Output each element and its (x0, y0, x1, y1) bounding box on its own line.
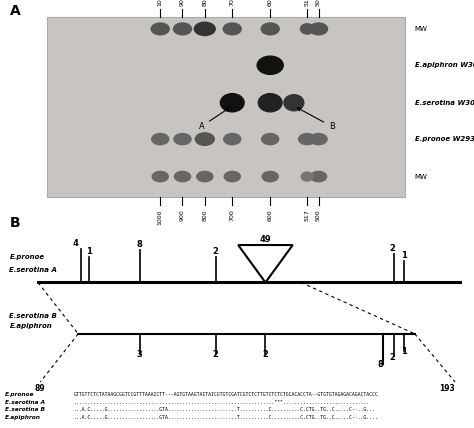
Text: A: A (9, 4, 20, 18)
Ellipse shape (174, 171, 191, 182)
Ellipse shape (310, 171, 327, 182)
Ellipse shape (301, 24, 314, 34)
Text: 3: 3 (137, 350, 143, 359)
Text: 4: 4 (73, 239, 79, 248)
Text: E.serotina A: E.serotina A (9, 267, 57, 273)
Ellipse shape (261, 23, 279, 35)
Ellipse shape (152, 134, 169, 145)
Text: A: A (199, 108, 229, 131)
Ellipse shape (310, 23, 328, 35)
Text: 700: 700 (230, 210, 235, 221)
Text: B: B (297, 108, 335, 131)
Text: E.apiphron: E.apiphron (5, 415, 41, 420)
Text: 500: 500 (316, 210, 321, 221)
Text: 2: 2 (263, 350, 268, 359)
Ellipse shape (151, 23, 169, 35)
Ellipse shape (220, 94, 244, 112)
Text: E.apiphron W300: E.apiphron W300 (415, 62, 474, 68)
Ellipse shape (301, 172, 313, 181)
Text: ...A.C.....G..................GTA........................T..........C..........C: ...A.C.....G..................GTA.......… (73, 407, 375, 412)
Ellipse shape (257, 56, 283, 74)
Text: 2: 2 (390, 353, 395, 362)
Text: 900: 900 (180, 210, 185, 221)
Ellipse shape (194, 22, 215, 36)
Text: E.pronoe: E.pronoe (9, 254, 45, 260)
Ellipse shape (152, 171, 168, 182)
Ellipse shape (195, 133, 214, 146)
Text: 600: 600 (268, 0, 273, 6)
Text: 1: 1 (401, 347, 407, 356)
Ellipse shape (173, 23, 191, 35)
Text: 1: 1 (86, 247, 92, 256)
Ellipse shape (197, 171, 213, 182)
Text: 2: 2 (213, 247, 219, 256)
Ellipse shape (196, 23, 214, 35)
Ellipse shape (174, 134, 191, 145)
Text: 8: 8 (137, 240, 143, 249)
Text: 900: 900 (180, 0, 185, 6)
Text: 1000: 1000 (158, 0, 163, 6)
Text: E.serotina B: E.serotina B (5, 407, 45, 412)
Text: 2: 2 (213, 350, 219, 359)
Text: MW: MW (415, 26, 428, 32)
Text: 517: 517 (305, 0, 310, 6)
Text: E.serotina A: E.serotina A (5, 400, 45, 405)
Ellipse shape (310, 134, 327, 145)
Text: E.serotina B: E.serotina B (9, 312, 57, 319)
Ellipse shape (224, 134, 241, 145)
Text: 2: 2 (389, 244, 395, 253)
Text: E.serotina W303: E.serotina W303 (415, 100, 474, 106)
Ellipse shape (196, 134, 213, 145)
Text: E.pronoe: E.pronoe (5, 392, 34, 397)
Text: 1000: 1000 (158, 210, 163, 225)
Ellipse shape (262, 134, 279, 145)
Text: 800: 800 (202, 0, 207, 6)
Text: 1: 1 (401, 251, 407, 260)
Text: E.pronoe W293: E.pronoe W293 (415, 136, 474, 142)
Text: 700: 700 (230, 0, 235, 6)
Ellipse shape (284, 95, 304, 111)
Text: E.apiphron: E.apiphron (9, 323, 52, 330)
Text: 517: 517 (305, 210, 310, 221)
Text: 600: 600 (268, 210, 273, 221)
Ellipse shape (258, 94, 282, 112)
Ellipse shape (224, 171, 240, 182)
Text: MW: MW (415, 173, 428, 180)
Ellipse shape (262, 171, 278, 182)
Text: 193: 193 (439, 384, 455, 393)
Text: B: B (9, 216, 20, 230)
Text: ...A.C.....G..................GTA........................T..........C..........C: ...A.C.....G..................GTA.......… (73, 415, 378, 420)
Text: 8: 8 (378, 360, 383, 369)
Ellipse shape (223, 23, 241, 35)
Text: 89: 89 (35, 384, 46, 393)
Bar (47, 17, 405, 197)
Text: 500: 500 (316, 0, 321, 6)
Text: GTTGTTCTCTATAAGCGGTCCGTTTAAAICTT---AGTGTAAGTAITAICGTGTCGATCGTCTCTTGTCTCTCTGCACAC: GTTGTTCTCTATAAGCGGTCCGTTTAAAICTT---AGTGT… (73, 392, 378, 397)
Text: 49: 49 (260, 235, 271, 244)
Ellipse shape (299, 134, 316, 145)
Text: ......................................................................""".......: ........................................… (73, 400, 370, 405)
Text: 800: 800 (202, 210, 207, 221)
